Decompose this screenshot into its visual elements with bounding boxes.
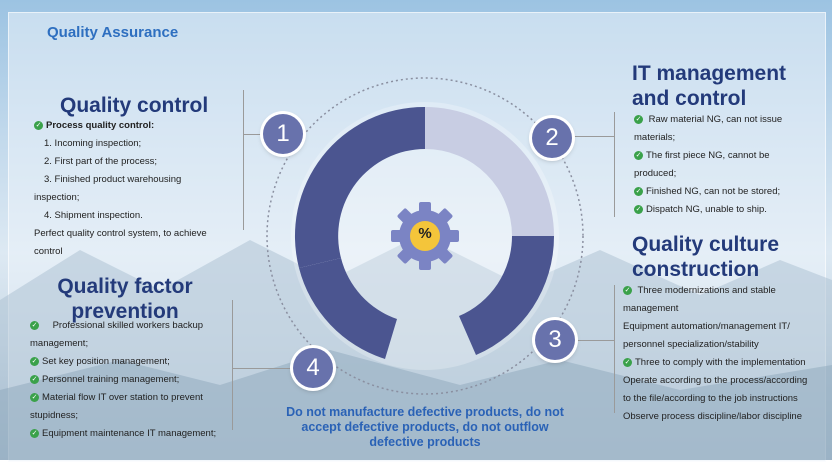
list-item: ✓ Professional skilled workers backup [30,320,204,331]
list-item: produced; [634,168,677,179]
quality-factor-panel: ✓ Professional skilled workers backup ma… [30,317,230,443]
gear-icon [391,202,459,270]
it-management-panel: ✓ Raw material NG, can not issue materia… [634,111,814,219]
connector-3 [614,285,615,413]
list-item: personnel specialization/stability [623,339,759,350]
badge-1: 1 [263,114,303,154]
list-item: ✓ Set key position management; [30,356,170,367]
check-icon: ✓ [34,120,43,130]
dotted-orbit [266,77,584,395]
list-item: ✓ Equipment maintenance IT management; [30,428,217,439]
check-icon: ✓ [623,357,632,367]
list-item: Equipment automation/management IT/ [623,321,790,332]
check-icon: ✓ [623,285,632,295]
connector-3b [575,340,614,341]
list-item: 1. Incoming inspection; [44,138,142,149]
list-item: ✓ Personnel training management; [30,374,180,385]
ring-segment-4 [299,258,397,359]
list-item: Operate according to the process/accordi… [623,375,808,386]
badge-4: 4 [293,348,333,388]
connector-2 [614,112,615,217]
list-item: Observe process discipline/labor discipl… [623,411,803,422]
connector-1 [243,90,244,230]
page-title: Quality Assurance [47,24,179,41]
check-icon: ✓ [30,320,39,330]
check-icon: ✓ [30,356,39,366]
check-icon: ✓ [634,186,643,196]
list-item: materials; [634,132,676,143]
connector-4 [232,300,233,430]
connector-1b [243,134,265,135]
list-item: ✓ Three modernizations and stable [623,285,776,296]
list-item: ✓ Dispatch NG, unable to ship. [634,204,767,215]
list-item: stupidness; [30,410,79,421]
slogan: Do not manufacture defective products, d… [286,405,564,449]
list-item: ✓ Three to comply with the implementation [623,357,806,368]
connector-4b [232,368,294,369]
list-item: ✓ Raw material NG, can not issue [634,114,783,125]
check-icon: ✓ [634,204,643,214]
quality-culture-heading: Quality culture construction [632,233,780,281]
quality-control-lead: ✓ Process quality control: [34,120,155,131]
quality-culture-panel: ✓ Three modernizations and stable manage… [623,282,823,426]
connector-2b [572,136,614,137]
check-icon: ✓ [634,150,643,160]
list-item: 2. First part of the process; [44,156,157,167]
ring-segment-2 [425,107,554,236]
badge-3: 3 [535,320,575,360]
list-item: ✓ The first piece NG, cannot be [634,150,770,161]
percent-symbol: % [418,225,432,242]
list-item: ✓ Material flow IT over station to preven… [30,392,203,403]
quality-control-heading: Quality control [60,94,209,117]
quality-factor-heading: Quality factor prevention [57,275,193,323]
check-icon: ✓ [30,428,39,438]
ring-segment-1 [294,106,425,268]
check-icon: ✓ [30,374,39,384]
list-item: to the file/according to the job instruc… [623,393,798,404]
check-icon: ✓ [30,392,39,402]
list-item: management [623,303,679,314]
it-management-heading: IT management and control [632,62,787,110]
list-item: 3. Finished product warehousing [44,174,182,185]
list-item: inspection; [34,192,80,203]
list-item: Perfect quality control system, to achie… [34,228,207,239]
ring-segment-3 [459,236,555,355]
list-item: ✓ Finished NG, can not be stored; [634,186,781,197]
badge-2: 2 [532,118,572,158]
list-item: control [34,246,63,257]
quality-control-panel: ✓ Process quality control: 1. Incoming in… [34,117,240,261]
list-item: 4. Shipment inspection. [44,210,143,221]
list-item: management; [30,338,89,349]
check-icon: ✓ [634,114,643,124]
